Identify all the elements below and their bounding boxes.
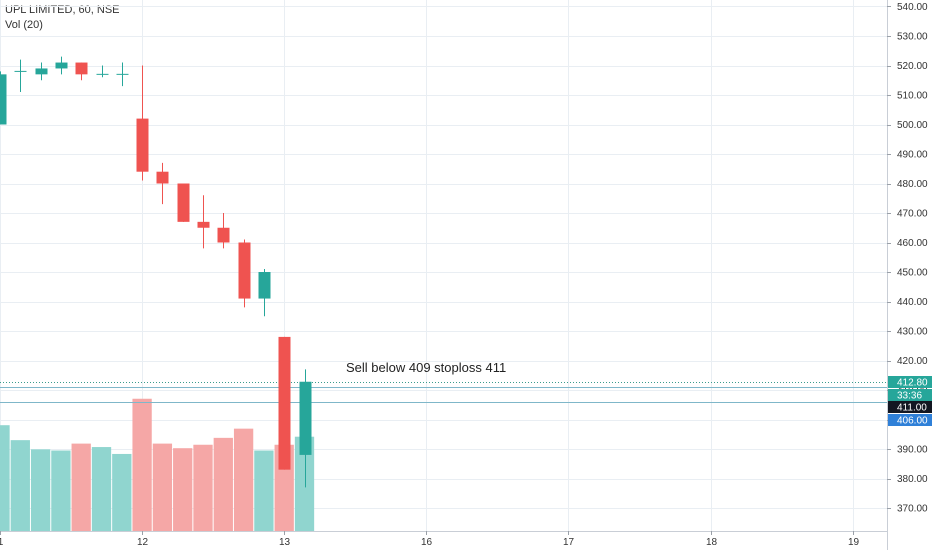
x-tick-label: 18 (706, 537, 718, 548)
candle-body (197, 221, 210, 228)
volume-bar (213, 437, 233, 531)
last-price-tag: 412.80 (897, 378, 928, 389)
volume-bar (152, 443, 173, 531)
level-tag-bg (888, 401, 932, 413)
x-tick-label: 16 (421, 537, 433, 548)
timer-tag-bg (888, 389, 932, 401)
target-tag: 406.00 (897, 416, 928, 427)
volume-bar (193, 444, 213, 531)
y-axis[interactable]: 370.00380.00390.00400.00410.00420.00430.… (887, 2, 928, 515)
candle-body (35, 68, 48, 75)
candle-body (299, 381, 312, 455)
volume-bar (233, 428, 254, 531)
y-tick-label: 510.00 (897, 91, 928, 102)
candle-body (55, 62, 68, 69)
y-tick-label: 500.00 (897, 120, 928, 131)
y-tick-label: 420.00 (897, 356, 928, 367)
x-tick-label: 17 (563, 537, 575, 548)
candle-body (136, 118, 149, 172)
grid (0, 0, 887, 531)
y-tick-label: 390.00 (897, 445, 928, 456)
y-tick-label: 470.00 (897, 209, 928, 220)
candle-body (238, 242, 251, 299)
x-axis[interactable]: 1 12 13 16 17 18 19 (0, 531, 859, 548)
volume-bar (30, 449, 51, 531)
y-tick-label: 430.00 (897, 327, 928, 338)
x-tick-label: 12 (137, 537, 149, 548)
candle-body (0, 74, 7, 125)
x-tick-label: 19 (848, 537, 860, 548)
volume-bar (112, 453, 132, 531)
y-tick-label: 480.00 (897, 179, 928, 190)
volume-bar (0, 425, 10, 531)
price-lines (0, 382, 887, 403)
y-tick-label: 460.00 (897, 238, 928, 249)
volume-bar (132, 398, 152, 531)
y-tick-label: 530.00 (897, 32, 928, 43)
volume-bars (0, 398, 315, 531)
annotation-text[interactable]: Sell below 409 stoploss 411 (346, 360, 506, 375)
volume-bar (10, 440, 30, 531)
candle-body (156, 171, 169, 184)
x-tick-label: 1 (0, 537, 4, 548)
candle-body (217, 227, 230, 243)
volume-bar (254, 450, 274, 531)
candle-body (75, 62, 88, 75)
y-tick-label: 440.00 (897, 297, 928, 308)
y-tick-label: 490.00 (897, 150, 928, 161)
candle-body (278, 336, 291, 470)
volume-bar (294, 436, 315, 531)
y-tick-label: 370.00 (897, 504, 928, 515)
y-tick-label: 380.00 (897, 474, 928, 485)
volume-bar (51, 450, 71, 531)
last-price-tag-bg (888, 376, 932, 388)
volume-bar (173, 448, 193, 531)
y-tick-label: 520.00 (897, 61, 928, 72)
volume-bar (91, 447, 112, 531)
target-tag-bg (888, 414, 932, 426)
legend-volume: Vol (20) (5, 19, 43, 31)
x-tick-label: 13 (279, 537, 291, 548)
y-tick-label: 540.00 (897, 2, 928, 13)
level-tag: 411.00 (897, 403, 927, 414)
y-tick-label: 450.00 (897, 268, 928, 279)
candles (0, 56, 312, 488)
timer-tag: 33:36 (897, 391, 922, 402)
volume-bar (71, 443, 91, 531)
candle-body (258, 272, 271, 299)
candle-body (177, 183, 190, 222)
